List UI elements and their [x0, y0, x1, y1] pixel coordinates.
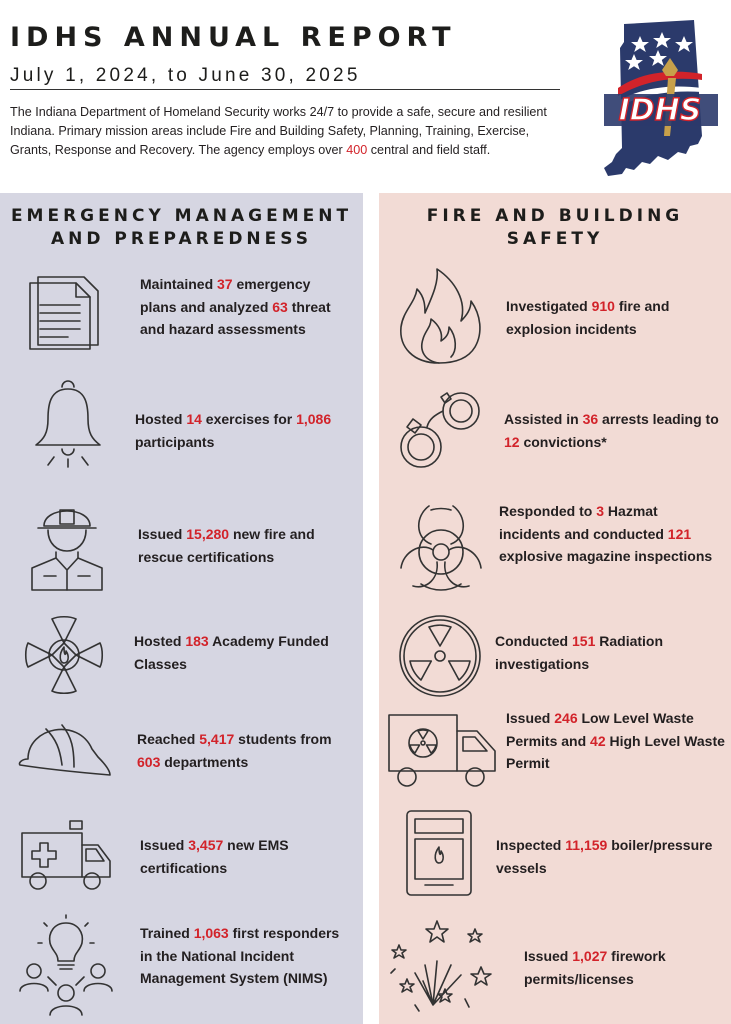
stat-label: Inspected [496, 837, 566, 853]
stat-label: new EMS certifications [140, 837, 289, 876]
biohazard-icon [400, 505, 482, 591]
intro-paragraph: The Indiana Department of Homeland Secur… [10, 103, 570, 160]
stat-text: Hosted 183 Academy Funded Classes [134, 630, 349, 675]
panel-title-line: AND PREPAREDNESS [50, 229, 312, 249]
stat-text: Issued 1,027 firework permits/licenses [524, 945, 724, 990]
stat-text: Issued 3,457 new EMS certifications [140, 834, 350, 879]
stat-label: Maintained [140, 276, 218, 292]
stat-text: Issued 246 Low Level Waste Permits and 4… [506, 707, 726, 775]
stat-label: Issued [140, 837, 189, 853]
fire-helmet-icon [18, 724, 111, 776]
stat-text: Assisted in 36 arrests leading to 12 con… [504, 408, 724, 453]
stat-number: 1,086 [296, 411, 332, 427]
stat-text: Conducted 151 Radiation investigations [495, 630, 715, 675]
intro-text-start: The Indiana Department of Homeland Secur… [10, 105, 547, 157]
stat-number: 3 [596, 503, 605, 519]
stat-number: 246 [554, 710, 578, 726]
stat-label: participants [135, 433, 215, 450]
stat-label: explosive magazine inspections [499, 548, 713, 564]
stat-number: 1,063 [193, 925, 229, 941]
documents-icon [29, 276, 99, 350]
stat-label: arrests leading to [598, 411, 719, 427]
idhs-logo: IDHS [604, 20, 718, 176]
stat-label: Reached [137, 731, 200, 747]
stat-label: Issued [138, 526, 187, 542]
stat-number: 121 [667, 525, 692, 542]
stat-label: Investigated [506, 298, 592, 314]
stat-number: 5,417 [199, 731, 235, 747]
emergency-management-title: EMERGENCY MANAGEMENT AND PREPAREDNESS [0, 205, 363, 251]
stat-number: 15,280 [186, 526, 230, 542]
lightbulb-people-icon [19, 914, 113, 1016]
stat-number: 36 [582, 411, 599, 427]
stat-label: departments [160, 753, 249, 770]
stat-number: 3,457 [188, 837, 224, 853]
stat-label: Conducted [495, 633, 572, 649]
stat-number: 1,027 [572, 948, 608, 964]
fireworks-icon [390, 920, 492, 1012]
stat-label: emergency plans and analyzed [140, 276, 311, 315]
stat-label: Responded to [499, 503, 597, 519]
stat-label: firework permits/licenses [524, 948, 666, 987]
fire-building-safety-title: FIRE AND BUILDING SAFETY [379, 205, 731, 251]
intro-text-end: central and field staff. [367, 143, 491, 157]
stat-label: Issued [524, 948, 573, 964]
stat-number: 63 [272, 298, 288, 315]
stat-text: Responded to 3 Hazmat incidents and cond… [499, 500, 719, 568]
stat-label: convictions* [519, 433, 607, 450]
bell-icon [35, 380, 101, 468]
stat-label: Radiation investigations [495, 633, 664, 672]
stat-label: Hosted [135, 411, 187, 427]
radiation-icon [399, 615, 481, 697]
stat-label: Assisted in [504, 411, 583, 427]
stat-label: Issued [506, 710, 555, 726]
firefighter-icon [31, 509, 103, 591]
stat-number: 11,159 [565, 837, 608, 853]
stat-number: 42 [590, 732, 606, 749]
stat-label: Low Level Waste Permits and [506, 710, 694, 749]
stat-number: 910 [591, 298, 615, 314]
stat-number: 37 [217, 276, 233, 292]
stat-text: Investigated 910 fire and explosion inci… [506, 295, 721, 340]
title-divider [10, 89, 560, 90]
stat-number: 603 [137, 753, 161, 770]
stat-text: Trained 1,063 first responders in the Na… [140, 922, 350, 990]
stat-number: 151 [572, 633, 596, 649]
stat-label: Hosted [134, 633, 186, 649]
radioactive-truck-icon [388, 714, 496, 787]
stat-label: boiler/pressure vessels [496, 837, 713, 876]
panel-title-line: SAFETY [506, 229, 604, 249]
stat-label: Hazmat incidents and conducted [499, 503, 668, 542]
handcuffs-icon [400, 392, 480, 468]
logo-text: IDHS [619, 93, 702, 128]
maltese-cross-icon [24, 615, 104, 695]
stat-number: 183 [185, 633, 209, 649]
boiler-icon [406, 810, 472, 896]
stat-label: High Level Waste Permit [506, 732, 725, 772]
stat-label: students from [234, 731, 332, 747]
stat-text: Inspected 11,159 boiler/pressure vessels [496, 834, 716, 879]
stat-text: Reached 5,417 students from 603 departme… [137, 728, 357, 773]
report-period: July 1, 2024, to June 30, 2025 [10, 65, 361, 86]
ambulance-icon [21, 820, 111, 890]
staff-count: 400 [346, 143, 368, 157]
report-title: IDHS ANNUAL REPORT [10, 22, 457, 53]
stat-label: threat and hazard assessments [140, 298, 331, 338]
stat-label: Academy Funded Classes [134, 633, 329, 672]
stat-label: Trained [140, 925, 194, 941]
stat-label: first responders in the National Inciden… [140, 925, 340, 986]
stat-text: Maintained 37 emergency plans and analyz… [140, 273, 350, 341]
stat-label: fire and explosion incidents [506, 298, 670, 337]
panel-title-line: FIRE AND BUILDING [426, 206, 684, 226]
stat-number: 12 [504, 433, 520, 450]
stat-text: Issued 15,280 new fire and rescue certif… [138, 523, 353, 568]
stat-label: exercises for [201, 411, 297, 427]
stat-text: Hosted 14 exercises for 1,086 participan… [135, 408, 350, 453]
emergency-management-panel: EMERGENCY MANAGEMENT AND PREPAREDNESS Ma… [0, 193, 363, 1024]
fire-building-safety-panel: FIRE AND BUILDING SAFETY Investigated 91… [379, 193, 731, 1024]
flame-icon [400, 268, 481, 364]
stat-number: 14 [186, 411, 202, 427]
stat-label: new fire and rescue certifications [138, 526, 315, 565]
panel-title-line: EMERGENCY MANAGEMENT [10, 206, 353, 226]
